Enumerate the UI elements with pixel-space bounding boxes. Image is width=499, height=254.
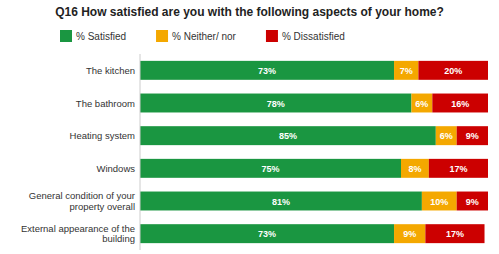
y-axis-line [140, 54, 141, 250]
y-tick-label-line: Heating system [70, 130, 136, 141]
data-label: 20% [444, 66, 462, 76]
bar-segment [140, 224, 394, 243]
y-tick-label-line: Windows [96, 163, 135, 174]
data-label: 78% [267, 99, 285, 109]
bar-segment [436, 126, 457, 145]
bar-segment [432, 94, 488, 113]
data-label: 81% [272, 197, 290, 207]
bar-segment [457, 192, 488, 211]
bar-segment [401, 159, 429, 178]
data-label: 73% [258, 66, 276, 76]
data-label: 6% [415, 99, 428, 109]
data-label: 10% [430, 197, 448, 207]
bar-segment [457, 126, 488, 145]
data-labels: 73% 7% 20% 78% 6% 16% 85% 6% 9% 75% 8% 17% 81% 10% 9% 7… [258, 66, 479, 239]
legend-label: % Neither/ nor [172, 31, 237, 42]
data-label: 8% [408, 164, 421, 174]
legend-label: % Satisfied [76, 31, 126, 42]
y-tick-labels: The kitchen The bathroom Heating system Win… [21, 65, 135, 245]
data-label: 9% [403, 229, 416, 239]
data-label: 73% [258, 229, 276, 239]
title: Q16 How satisfied are you with the follo… [55, 5, 444, 19]
chart: Q16 How satisfied are you with the follo… [0, 0, 499, 254]
bar-segment [394, 61, 418, 80]
y-tick-label-line: The kitchen [86, 65, 135, 76]
data-label: 75% [261, 164, 279, 174]
bar-segment [411, 94, 432, 113]
y-tick-label-line: building [102, 233, 135, 244]
legend-item: % Neither/ nor [156, 30, 237, 42]
bar-segment [140, 159, 401, 178]
bar-segment [140, 94, 411, 113]
data-label: 7% [400, 66, 413, 76]
bar-segment [140, 61, 394, 80]
legend-swatch [156, 30, 168, 42]
y-tick-label-line: property overall [70, 201, 135, 212]
legend-swatch [60, 30, 72, 42]
y-tick-label: The kitchen [86, 65, 135, 76]
data-label: 85% [279, 131, 297, 141]
legend-item: % Dissatisfied [266, 30, 345, 42]
bar-segment [429, 159, 488, 178]
data-label: 17% [446, 229, 464, 239]
y-tick-label-line: General condition of your [29, 190, 135, 201]
y-tick-label: External appearance of thebuilding [21, 223, 135, 245]
data-label: 9% [466, 131, 479, 141]
bar-segment [418, 61, 488, 80]
page: {"chart_data": { "type": "bar", "orienta… [0, 0, 499, 254]
legend: % Satisfied % Neither/ nor % Dissatisfied [60, 30, 345, 42]
data-label: 6% [440, 131, 453, 141]
y-tick-label: General condition of yourproperty overal… [29, 190, 135, 212]
bar-segment [422, 192, 457, 211]
data-label: 9% [466, 197, 479, 207]
bar-segment [140, 192, 422, 211]
y-tick-label: Windows [96, 163, 135, 174]
legend-label: % Dissatisfied [282, 31, 345, 42]
legend-swatch [266, 30, 278, 42]
bar-segment [140, 126, 436, 145]
y-tick-label: The bathroom [76, 98, 135, 109]
y-tick-label: Heating system [70, 130, 136, 141]
y-tick-label-line: The bathroom [76, 98, 135, 109]
legend-item: % Satisfied [60, 30, 126, 42]
bar-segment [394, 224, 425, 243]
data-label: 17% [449, 164, 467, 174]
bars [140, 61, 488, 243]
bar-segment [425, 224, 484, 243]
y-tick-label-line: External appearance of the [21, 223, 135, 234]
data-label: 16% [451, 99, 469, 109]
